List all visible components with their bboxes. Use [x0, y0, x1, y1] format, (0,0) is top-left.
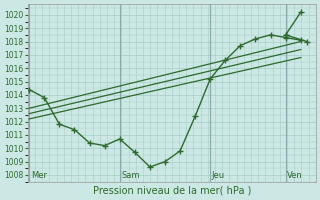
X-axis label: Pression niveau de la mer( hPa ): Pression niveau de la mer( hPa ): [92, 186, 251, 196]
Text: Ven: Ven: [287, 171, 303, 180]
Text: Sam: Sam: [121, 171, 140, 180]
Text: Jeu: Jeu: [212, 171, 225, 180]
Text: Mer: Mer: [31, 171, 47, 180]
